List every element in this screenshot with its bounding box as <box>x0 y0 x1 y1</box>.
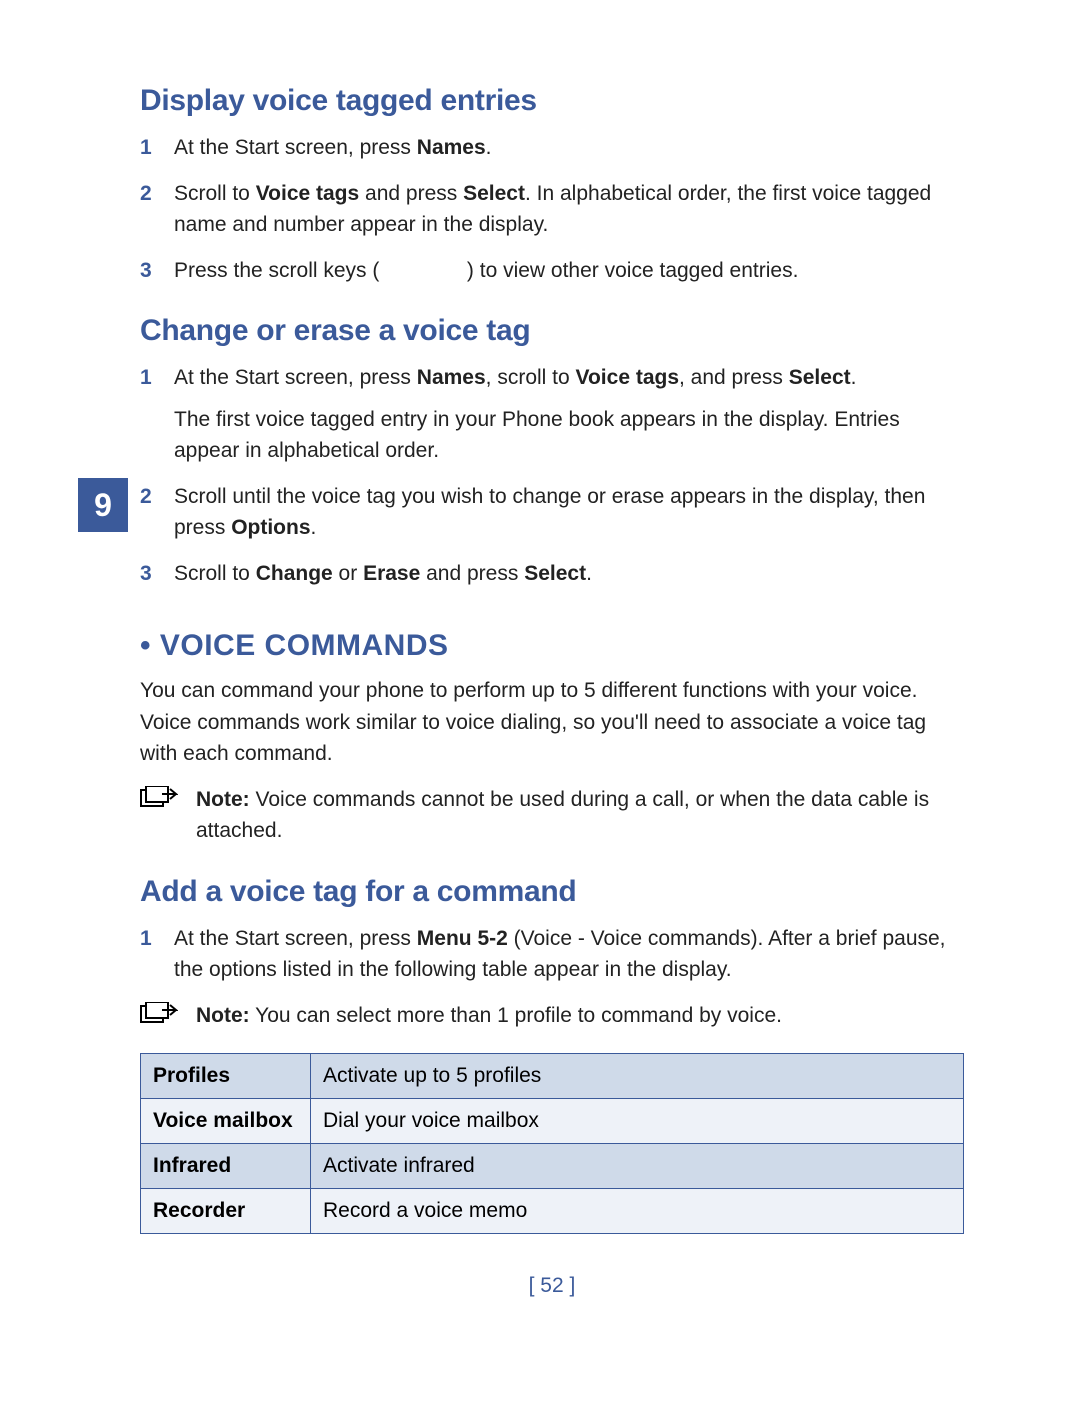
step-body: Press the scroll keys ( ) to view other … <box>174 255 964 287</box>
table-cell-label: Recorder <box>141 1189 311 1234</box>
heading-add-voice-tag: Add a voice tag for a command <box>140 875 964 909</box>
step-body: At the Start screen, press Menu 5-2 (Voi… <box>174 923 964 986</box>
table-row: Voice mailbox Dial your voice mailbox <box>141 1099 964 1144</box>
table-cell-desc: Activate up to 5 profiles <box>311 1054 964 1099</box>
step: 3 Scroll to Change or Erase and press Se… <box>140 558 964 590</box>
table-cell-desc: Activate infrared <box>311 1144 964 1189</box>
heading-change-erase: Change or erase a voice tag <box>140 314 964 348</box>
table-cell-desc: Record a voice memo <box>311 1189 964 1234</box>
heading-voice-commands: VOICE COMMANDS <box>140 629 964 663</box>
step: 1 At the Start screen, press Names, scro… <box>140 362 964 467</box>
options-table: Profiles Activate up to 5 profiles Voice… <box>140 1053 964 1234</box>
step: 3 Press the scroll keys ( ) to view othe… <box>140 255 964 287</box>
step-body: At the Start screen, press Names. <box>174 132 964 164</box>
table-row: Recorder Record a voice memo <box>141 1189 964 1234</box>
manual-page: 9 Display voice tagged entries 1 At the … <box>0 0 1080 1338</box>
step-number: 1 <box>140 132 174 164</box>
step: 2 Scroll to Voice tags and press Select.… <box>140 178 964 241</box>
step: 1 At the Start screen, press Names. <box>140 132 964 164</box>
step-number: 1 <box>140 923 174 986</box>
heading-display-entries: Display voice tagged entries <box>140 84 964 118</box>
note-body: Note: You can select more than 1 profile… <box>196 1000 964 1032</box>
table-cell-label: Voice mailbox <box>141 1099 311 1144</box>
step-number: 2 <box>140 481 174 544</box>
table-cell-label: Profiles <box>141 1054 311 1099</box>
table-row: Profiles Activate up to 5 profiles <box>141 1054 964 1099</box>
step: 1 At the Start screen, press Menu 5-2 (V… <box>140 923 964 986</box>
note-icon <box>140 784 196 847</box>
step-body: Scroll to Voice tags and press Select. I… <box>174 178 964 241</box>
step: 2 Scroll until the voice tag you wish to… <box>140 481 964 544</box>
note-body: Note: Voice commands cannot be used duri… <box>196 784 964 847</box>
step-body: Scroll until the voice tag you wish to c… <box>174 481 964 544</box>
chapter-tab: 9 <box>78 478 128 532</box>
step-number: 3 <box>140 558 174 590</box>
page-number: [ 52 ] <box>140 1274 964 1298</box>
table-cell-desc: Dial your voice mailbox <box>311 1099 964 1144</box>
step-number: 1 <box>140 362 174 467</box>
step-body: At the Start screen, press Names, scroll… <box>174 362 964 467</box>
note: Note: You can select more than 1 profile… <box>140 1000 964 1032</box>
note: Note: Voice commands cannot be used duri… <box>140 784 964 847</box>
table-row: Infrared Activate infrared <box>141 1144 964 1189</box>
intro-paragraph: You can command your phone to perform up… <box>140 675 964 770</box>
step-number: 3 <box>140 255 174 287</box>
table-cell-label: Infrared <box>141 1144 311 1189</box>
note-icon <box>140 1000 196 1032</box>
step-number: 2 <box>140 178 174 241</box>
step-body: Scroll to Change or Erase and press Sele… <box>174 558 964 590</box>
